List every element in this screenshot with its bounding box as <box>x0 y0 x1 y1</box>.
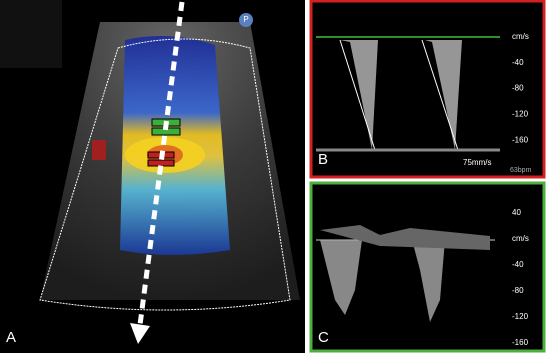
scale-label: -40 <box>512 260 524 269</box>
scale-label: -80 <box>512 84 524 93</box>
scale-label: cm/s <box>512 234 529 243</box>
scale-label: 40 <box>512 208 521 217</box>
sweep-speed: 75mm/s <box>463 158 491 167</box>
scale-label: -120 <box>512 312 529 321</box>
panel-a: P A <box>0 0 305 353</box>
probe-marker: P <box>243 15 248 24</box>
panel-label: C <box>318 329 329 346</box>
panel-label: A <box>6 329 16 346</box>
scale-label: -160 <box>512 135 529 144</box>
scale-label: cm/s <box>512 32 529 41</box>
scale-label: -120 <box>512 110 529 119</box>
scale-label: -40 <box>512 58 524 67</box>
panel-c: C <box>309 181 546 353</box>
panel-label: B <box>318 151 328 168</box>
heart-rate: 63bpm <box>510 167 532 174</box>
scale-label: -160 <box>512 338 529 347</box>
panel-b: B 75mm/s 63bpm <box>309 0 546 179</box>
scale-label: -80 <box>512 286 524 295</box>
